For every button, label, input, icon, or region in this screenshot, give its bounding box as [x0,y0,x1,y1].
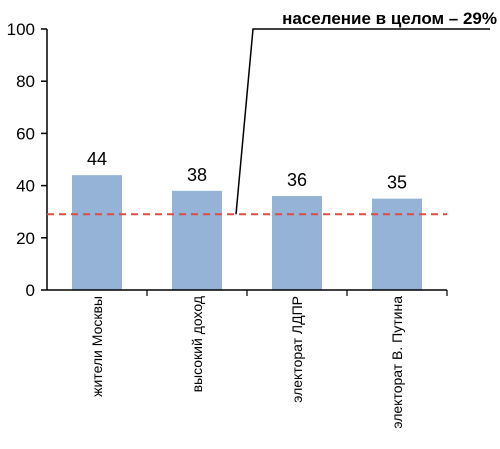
x-category-label: электорат ЛДПР [289,296,305,403]
bar-value-label: 44 [87,149,107,169]
reference-line-label: население в целом – 29% [282,9,497,28]
x-category-label: жители Москвы [89,296,105,397]
y-tick-label: 20 [16,229,35,248]
bar-value-label: 35 [387,173,407,193]
x-category-label: электорат В. Путина [389,296,405,429]
bar [72,175,122,290]
y-axis: 0 20 40 60 80 100 [7,20,48,300]
annotation-leader-line [235,28,490,215]
y-tick-label: 80 [16,72,35,91]
y-tick-label: 100 [7,20,35,39]
x-category-label: высокий доход [189,296,205,392]
y-tick-label: 40 [16,177,35,196]
bar [172,190,222,290]
y-tick-label: 0 [26,281,35,300]
value-labels: 44 38 36 35 [87,149,407,192]
x-axis: жители Москвы высокий доход электорат ЛДПР… [47,289,448,429]
bar-value-label: 38 [187,165,207,185]
bar-value-label: 36 [287,170,307,190]
bar [272,196,322,290]
bar [372,198,422,290]
bars [72,175,422,290]
y-tick-label: 60 [16,124,35,143]
reference-line-group: население в целом – 29% [47,9,497,216]
